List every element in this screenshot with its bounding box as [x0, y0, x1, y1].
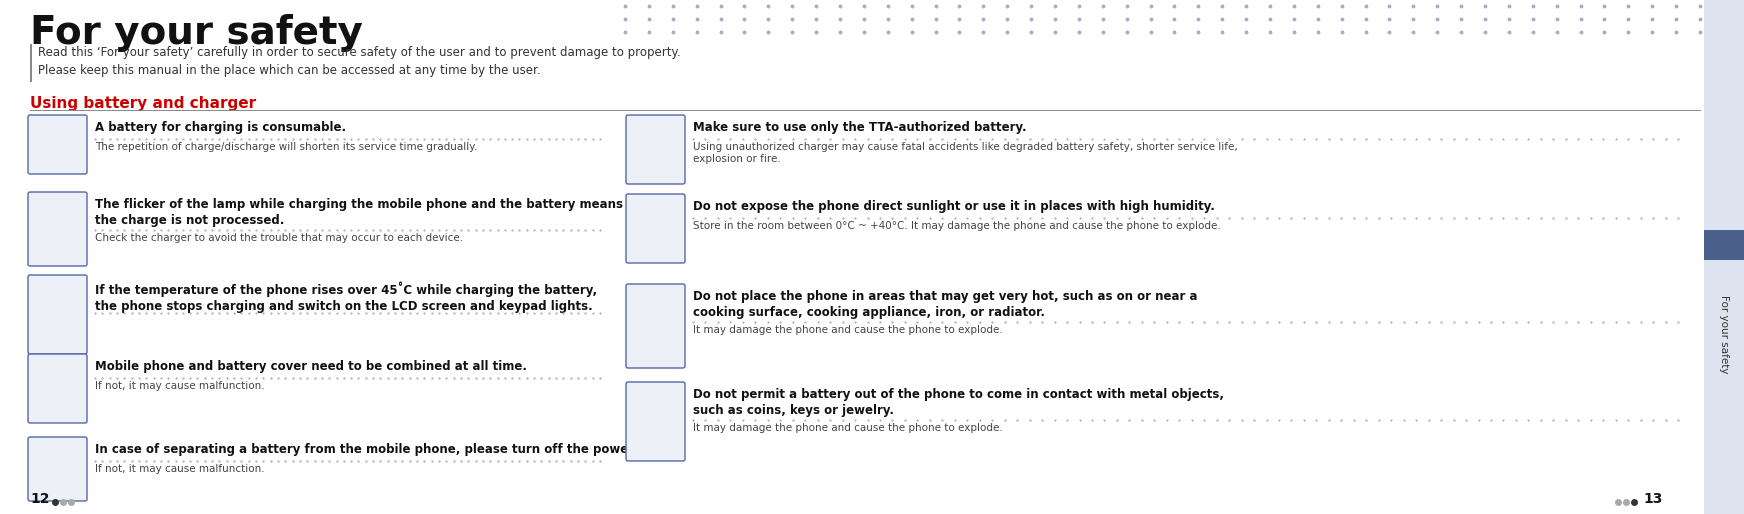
- Text: Do not permit a battery out of the phone to come in contact with metal objects,
: Do not permit a battery out of the phone…: [692, 388, 1224, 417]
- FancyBboxPatch shape: [28, 115, 87, 174]
- Text: For your safety: For your safety: [30, 14, 363, 52]
- FancyBboxPatch shape: [626, 194, 685, 263]
- Text: Using unauthorized charger may cause fatal accidents like degraded battery safet: Using unauthorized charger may cause fat…: [692, 142, 1238, 164]
- FancyBboxPatch shape: [626, 115, 685, 184]
- Text: The repetition of charge/discharge will shorten its service time gradually.: The repetition of charge/discharge will …: [94, 142, 478, 152]
- Text: 12: 12: [30, 492, 49, 506]
- Text: If not, it may cause malfunction.: If not, it may cause malfunction.: [94, 381, 265, 391]
- Text: Check the charger to avoid the trouble that may occur to each device.: Check the charger to avoid the trouble t…: [94, 233, 464, 243]
- FancyBboxPatch shape: [626, 382, 685, 461]
- Text: Do not place the phone in areas that may get very hot, such as on or near a
cook: Do not place the phone in areas that may…: [692, 290, 1198, 319]
- Text: Make sure to use only the TTA-authorized battery.: Make sure to use only the TTA-authorized…: [692, 121, 1027, 134]
- Text: The flicker of the lamp while charging the mobile phone and the battery means th: The flicker of the lamp while charging t…: [94, 198, 654, 227]
- Text: It may damage the phone and cause the phone to explode.: It may damage the phone and cause the ph…: [692, 325, 1003, 335]
- FancyBboxPatch shape: [28, 354, 87, 423]
- Text: Do not expose the phone direct sunlight or use it in places with high humidity.: Do not expose the phone direct sunlight …: [692, 200, 1216, 213]
- Text: Using battery and charger: Using battery and charger: [30, 96, 256, 111]
- Text: For your safety: For your safety: [1720, 295, 1728, 373]
- Text: Read this ‘For your safety’ carefully in order to secure safety of the user and : Read this ‘For your safety’ carefully in…: [38, 46, 680, 77]
- Bar: [30, 44, 31, 82]
- Text: Store in the room between 0°C ~ +40°C. It may damage the phone and cause the pho: Store in the room between 0°C ~ +40°C. I…: [692, 221, 1221, 231]
- FancyBboxPatch shape: [626, 284, 685, 368]
- Text: A battery for charging is consumable.: A battery for charging is consumable.: [94, 121, 345, 134]
- FancyBboxPatch shape: [28, 275, 87, 354]
- Text: If the temperature of the phone rises over 45˚C while charging the battery,
the : If the temperature of the phone rises ov…: [94, 281, 596, 313]
- FancyBboxPatch shape: [28, 437, 87, 501]
- Bar: [1704, 0, 1744, 514]
- Text: It may damage the phone and cause the phone to explode.: It may damage the phone and cause the ph…: [692, 423, 1003, 433]
- Text: 13: 13: [1643, 492, 1662, 506]
- Text: Mobile phone and battery cover need to be combined at all time.: Mobile phone and battery cover need to b…: [94, 360, 527, 373]
- Text: In case of separating a battery from the mobile phone, please turn off the power: In case of separating a battery from the…: [94, 443, 637, 456]
- Text: If not, it may cause malfunction.: If not, it may cause malfunction.: [94, 464, 265, 474]
- Bar: [1704, 230, 1744, 260]
- FancyBboxPatch shape: [28, 192, 87, 266]
